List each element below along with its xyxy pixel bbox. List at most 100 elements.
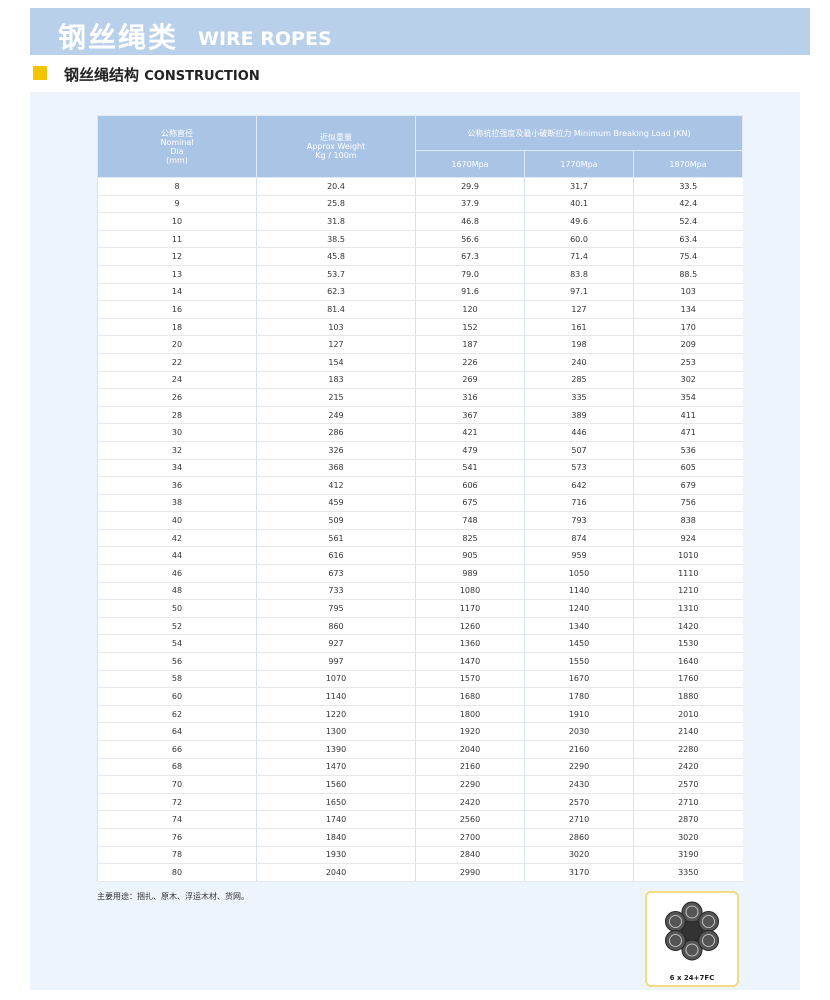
table-row: 64 1300 1920 2030 2140 (97, 722, 743, 741)
table-row: 36 412 606 642 679 (97, 476, 743, 495)
table-cell: 10 (97, 212, 257, 231)
table-cell: 679 (633, 476, 743, 495)
table-cell: 606 (415, 476, 525, 495)
table-cell: 29.9 (415, 177, 525, 196)
table-row: 44 616 905 959 1010 (97, 546, 743, 566)
table-cell: 97.1 (524, 283, 634, 302)
table-cell: 42 (97, 529, 257, 548)
table-cell: 48 (97, 582, 257, 601)
table-cell: 80 (97, 863, 257, 882)
table-cell: 838 (633, 511, 743, 530)
table-cell: 561 (256, 529, 416, 548)
table-cell: 541 (415, 459, 525, 478)
table-cell: 183 (256, 371, 416, 390)
table-cell: 2860 (524, 828, 634, 847)
table-cell: 1840 (256, 828, 416, 847)
table-cell: 2030 (524, 722, 634, 741)
table-row: 80 2040 2990 3170 3350 (97, 863, 743, 882)
table-cell: 1760 (633, 670, 743, 689)
table-cell: 536 (633, 441, 743, 460)
table-cell: 748 (415, 511, 525, 530)
table-cell: 616 (256, 546, 416, 566)
table-cell: 198 (524, 335, 634, 354)
table-cell: 16 (97, 300, 257, 319)
table-cell: 2870 (633, 810, 743, 829)
table-row: 13 53.7 79.0 83.8 88.5 (97, 265, 743, 284)
table-cell: 3020 (524, 846, 634, 865)
table-cell: 91.6 (415, 283, 525, 302)
table-cell: 49.6 (524, 212, 634, 231)
table-cell: 1680 (415, 687, 525, 706)
table-cell: 62.3 (256, 283, 416, 302)
table-cell: 2700 (415, 828, 525, 847)
table-cell: 1930 (256, 846, 416, 865)
table-cell: 18 (97, 318, 257, 337)
table-cell: 367 (415, 406, 525, 425)
table-cell: 642 (524, 476, 634, 495)
table-cell: 209 (633, 335, 743, 354)
table-row: 24 183 269 285 302 (97, 371, 743, 390)
table-cell: 1570 (415, 670, 525, 689)
section-title: 钢丝绳结构 CONSTRUCTION (64, 64, 260, 85)
table-cell: 1110 (633, 564, 743, 583)
subheader: 1770Mpa (524, 150, 634, 178)
table-cell: 24 (97, 371, 257, 390)
table-cell: 127 (524, 300, 634, 319)
table-cell: 3170 (524, 863, 634, 882)
table-cell: 40.1 (524, 195, 634, 214)
table-cell: 1210 (633, 582, 743, 601)
table-cell: 64 (97, 722, 257, 741)
table-cell: 2430 (524, 775, 634, 794)
table-row: 48 733 1080 1140 1210 (97, 582, 743, 601)
table-cell: 26 (97, 388, 257, 407)
table-cell: 675 (415, 494, 525, 513)
table-cell: 874 (524, 529, 634, 548)
table-cell: 240 (524, 353, 634, 372)
table-cell: 253 (633, 353, 743, 372)
table-cell: 76 (97, 828, 257, 847)
table-cell: 471 (633, 423, 743, 442)
rope-figure: 6 x 24+7FC (645, 891, 739, 987)
table-cell: 1050 (524, 564, 634, 583)
table-cell: 72 (97, 793, 257, 812)
table-row: 18 103 152 161 170 (97, 318, 743, 337)
table-cell: 58 (97, 670, 257, 689)
table-cell: 2570 (524, 793, 634, 812)
table-cell: 605 (633, 459, 743, 478)
header-line: 公称直径 (161, 128, 193, 138)
table-cell: 825 (415, 529, 525, 548)
table-cell: 412 (256, 476, 416, 495)
table-cell: 2160 (524, 740, 634, 759)
table-cell: 286 (256, 423, 416, 442)
table-cell: 53.7 (256, 265, 416, 284)
table-cell: 68 (97, 758, 257, 777)
table-cell: 14 (97, 283, 257, 302)
table-cell: 2040 (256, 863, 416, 882)
table-cell: 1390 (256, 740, 416, 759)
table-row: 52 860 1260 1340 1420 (97, 617, 743, 636)
table-row: 26 215 316 335 354 (97, 388, 743, 407)
header-line: Dia (170, 146, 184, 156)
table-cell: 3350 (633, 863, 743, 882)
table-row: 60 1140 1680 1780 1880 (97, 687, 743, 706)
table-cell: 1470 (415, 652, 525, 671)
table-cell: 31.7 (524, 177, 634, 196)
table-cell: 20.4 (256, 177, 416, 196)
table-cell: 716 (524, 494, 634, 513)
table-cell: 40 (97, 511, 257, 530)
table-row: 50 795 1170 1240 1310 (97, 599, 743, 618)
table-row: 68 1470 2160 2290 2420 (97, 758, 743, 777)
table-cell: 795 (256, 599, 416, 618)
table-cell: 42.4 (633, 195, 743, 214)
table-cell: 37.9 (415, 195, 525, 214)
table-cell: 1070 (256, 670, 416, 689)
table-cell: 20 (97, 335, 257, 354)
table-row: 66 1390 2040 2160 2280 (97, 740, 743, 759)
table-cell: 1450 (524, 634, 634, 654)
table-cell: 31.8 (256, 212, 416, 231)
banner: 钢丝绳类 WIRE ROPES (30, 8, 810, 55)
table-cell: 60 (97, 687, 257, 706)
header-line: Kg / 100m (315, 151, 357, 160)
table-cell: 860 (256, 617, 416, 636)
